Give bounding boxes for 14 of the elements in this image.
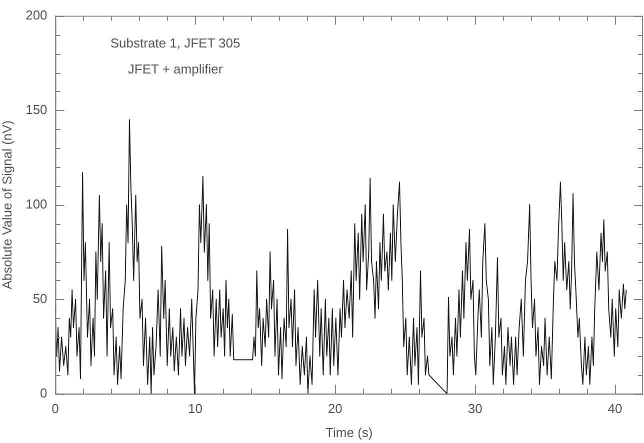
y-tick-label: 150 xyxy=(26,102,48,117)
x-tick-label: 30 xyxy=(468,401,482,416)
x-tick-label: 0 xyxy=(52,401,59,416)
y-tick-label: 50 xyxy=(32,290,48,306)
x-axis-title: Time (s) xyxy=(326,424,373,440)
y-tick-label: 100 xyxy=(26,196,48,212)
annotation: JFET + amplifier xyxy=(128,61,224,76)
y-axis-title: Absolute Value of Signal (nV) xyxy=(0,120,14,290)
x-tick-label: 10 xyxy=(188,401,202,416)
x-tick-label: 40 xyxy=(608,401,622,416)
x-tick-label: 20 xyxy=(328,401,342,416)
y-tick-label: 0 xyxy=(40,385,48,400)
y-tick-label: 200 xyxy=(26,7,48,22)
annotation: Substrate 1, JFET 305 xyxy=(110,35,240,50)
